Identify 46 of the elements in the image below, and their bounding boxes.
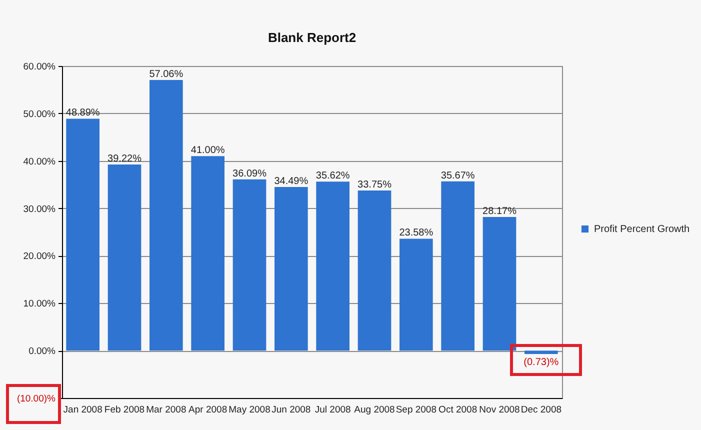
x-tick-label: Feb 2008: [104, 404, 145, 416]
y-tick-label: 10.00%: [23, 298, 56, 310]
data-label: 33.75%: [358, 180, 392, 190]
bar: [316, 182, 350, 351]
data-label: (0.73)%: [524, 357, 559, 368]
bar: [274, 186, 308, 351]
y-tick-label: 0.00%: [28, 346, 56, 358]
y-tick-label: 40.00%: [23, 156, 56, 168]
x-tick-label: Jun 2008: [272, 404, 311, 416]
x-tick-label: Jan 2008: [63, 404, 102, 416]
data-label: 57.06%: [149, 68, 184, 80]
x-tick-label: May 2008: [228, 404, 270, 416]
bar: [524, 350, 558, 354]
legend-label: Profit Percent Growth: [594, 224, 690, 235]
bar: [150, 80, 183, 351]
y-tick-label: 30.00%: [23, 204, 56, 215]
bar: [400, 238, 433, 351]
y-tick-label: (10.00)%: [16, 394, 56, 404]
bar: [358, 190, 392, 351]
y-tick-label: 20.00%: [23, 251, 56, 262]
data-label: 36.09%: [232, 168, 267, 180]
data-label: 39.22%: [108, 154, 142, 165]
bar: [441, 181, 474, 351]
x-tick-label: Apr 2008: [188, 404, 228, 416]
x-tick-label: Aug 2008: [354, 404, 395, 416]
y-tick-label: 60.00%: [23, 62, 56, 72]
bar: [66, 118, 100, 351]
x-tick-label: Sep 2008: [396, 404, 437, 416]
data-label: 35.62%: [316, 170, 350, 182]
x-tick-label: Dec 2008: [520, 404, 562, 416]
x-tick-label: Nov 2008: [479, 404, 520, 416]
y-tick-label: 50.00%: [23, 108, 56, 120]
chart-title: Blank Report2: [268, 30, 356, 45]
x-tick-label: Mar 2008: [146, 404, 186, 416]
data-label: 28.17%: [482, 206, 517, 217]
data-label: 41.00%: [190, 145, 225, 156]
x-tick-label: Oct 2008: [438, 404, 478, 416]
bar: [191, 156, 224, 351]
bar: [482, 216, 516, 351]
x-tick-label: Jul 2008: [314, 404, 351, 416]
bar: [108, 164, 142, 351]
data-label: 48.89%: [66, 108, 100, 119]
data-label: 35.67%: [440, 170, 475, 182]
data-label: 34.49%: [274, 176, 308, 187]
bar: [232, 179, 266, 351]
data-label: 23.58%: [399, 228, 434, 239]
